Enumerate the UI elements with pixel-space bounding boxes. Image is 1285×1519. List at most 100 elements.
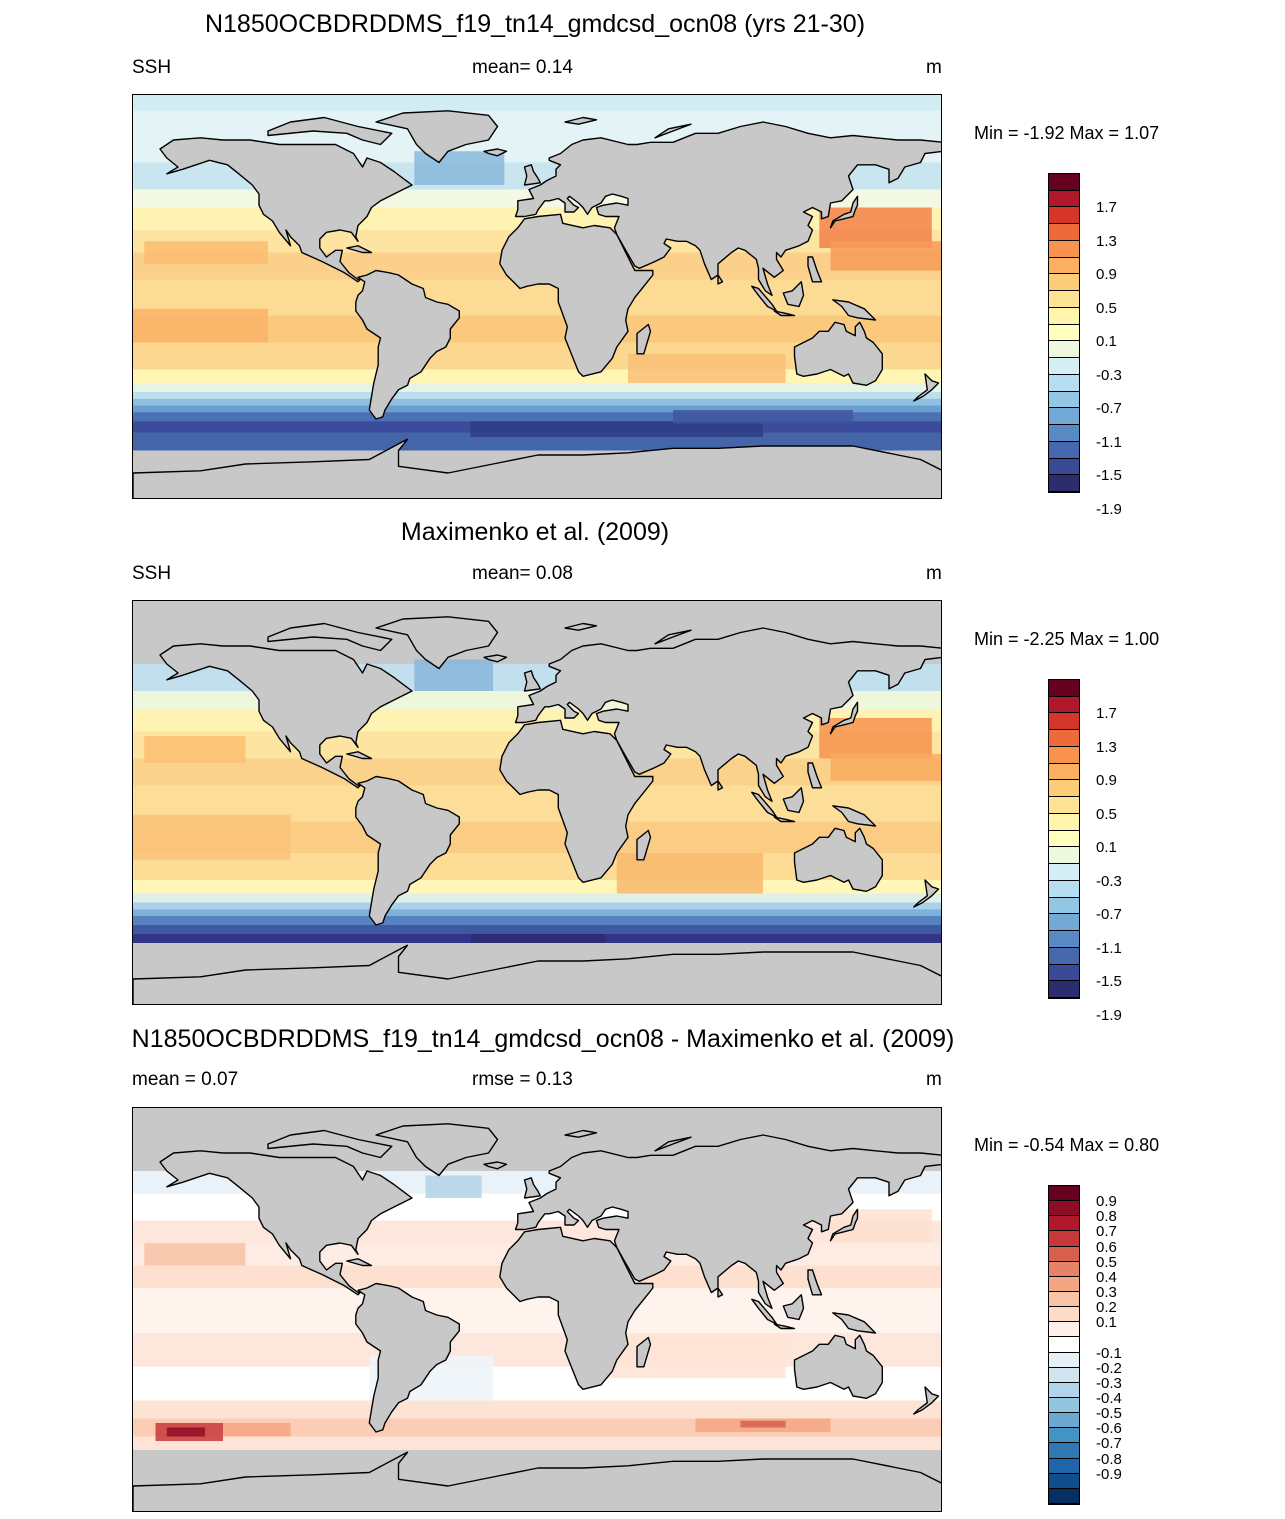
land-svalbard: [564, 116, 598, 125]
colorbar-swatch: [1049, 746, 1079, 764]
min-max-label: Min = -2.25 Max = 1.00: [974, 629, 1160, 649]
variable-label: SSH: [132, 57, 172, 78]
colorbar-tick-label: -0.8: [1096, 1450, 1122, 1468]
colorbar-swatch: [1049, 1276, 1079, 1292]
colorbar-swatch: [1049, 981, 1079, 998]
ssh-feature: [166, 1427, 205, 1437]
ssh-band: [133, 893, 941, 903]
colorbar-tick-label: 1.3: [1096, 232, 1117, 250]
mean-label: mean= 0.14: [472, 57, 573, 78]
land-new-zealand: [913, 879, 940, 908]
ssh-feature: [414, 151, 505, 185]
colorbar-swatch: [1049, 713, 1079, 731]
colorbar-swatch: [1049, 964, 1079, 982]
colorbar-tick-label: -1.5: [1096, 467, 1122, 485]
ssh-feature: [425, 1175, 482, 1198]
land-new-guinea: [832, 1312, 877, 1334]
colorbar-swatch: [1049, 897, 1079, 915]
colorbar-swatch: [1049, 763, 1079, 781]
colorbar-tick-label: 0.1: [1096, 1314, 1117, 1332]
colorbar-tick-label: -0.3: [1096, 366, 1122, 384]
ssh-feature: [740, 1420, 786, 1428]
land-philippines: [807, 762, 823, 789]
min-max-label: Min = -0.54 Max = 0.80: [974, 1135, 1160, 1155]
colorbar-swatch: [1049, 780, 1079, 798]
colorbar-swatch: [1049, 947, 1079, 965]
land-australia: [793, 321, 883, 386]
colorbar-tick-label: -0.3: [1096, 1374, 1122, 1392]
land-sri-lanka: [717, 274, 724, 285]
land-sri-lanka: [717, 780, 724, 791]
land-japan: [829, 195, 859, 229]
ssh-feature: [144, 736, 246, 763]
colorbar-swatch: [1049, 207, 1079, 225]
colorbar-swatch: [1049, 1352, 1079, 1368]
colorbar-tick-label: 1.7: [1096, 199, 1117, 217]
colorbar-swatch: [1049, 358, 1079, 375]
rmse-label: rmse = 0.13: [472, 1069, 573, 1090]
colorbar-swatch: [1049, 374, 1079, 392]
colorbar-tick-label: -0.9: [1096, 1465, 1122, 1483]
land-uk: [523, 164, 541, 186]
colorbar-swatch: [1049, 1292, 1079, 1308]
colorbar-tick-label: -0.3: [1096, 872, 1122, 890]
colorbar-tick-label: 0.5: [1096, 1253, 1117, 1271]
colorbar-swatch: [1049, 1307, 1079, 1323]
land-eurasia: [514, 121, 941, 297]
colorbar-swatch: [1049, 441, 1079, 459]
colorbar-swatch: [1049, 224, 1079, 241]
land-philippines: [807, 1269, 823, 1296]
land-novaya: [654, 1136, 692, 1152]
units-label: m: [926, 57, 942, 78]
colorbar-swatch: [1049, 880, 1079, 898]
colorbar-tick-label: 1.7: [1096, 705, 1117, 723]
ssh-feature: [616, 853, 763, 894]
units-label: m: [926, 563, 942, 584]
colorbar-swatch: [1049, 1428, 1079, 1444]
ssh-band: [133, 916, 941, 926]
colorbar-tick-label: 0.9: [1096, 772, 1117, 790]
land-new-guinea: [832, 805, 877, 827]
ssh-band: [133, 398, 941, 407]
ssh-feature: [470, 421, 763, 437]
land-iceland: [483, 1161, 508, 1170]
colorbar-swatch: [1049, 458, 1079, 476]
land-uk: [523, 1177, 541, 1199]
colorbar-swatch: [1049, 1473, 1079, 1489]
land-cuba: [346, 751, 373, 760]
land-borneo: [782, 281, 805, 308]
colorbar: [1048, 679, 1080, 999]
ssh-band: [133, 405, 941, 413]
colorbar-swatch: [1049, 1231, 1079, 1247]
colorbar-swatch: [1049, 680, 1079, 697]
colorbar-swatch: [1049, 1413, 1079, 1429]
world-map: [132, 1107, 942, 1512]
ssh-band: [133, 880, 941, 894]
colorbar-swatch: [1049, 425, 1079, 442]
colorbar-swatch: [1049, 1458, 1079, 1474]
land-north-america: [159, 643, 413, 789]
colorbar-tick-label: -1.1: [1096, 433, 1122, 451]
ssh-band: [133, 392, 941, 400]
colorbar-swatch: [1049, 324, 1079, 342]
panel-title: Maximenko et al. (2009): [400, 518, 670, 546]
colorbar-swatch: [1049, 847, 1079, 865]
land-japan: [829, 701, 859, 735]
colorbar-swatch: [1049, 1216, 1079, 1232]
ssh-feature: [133, 308, 268, 343]
mean-label: mean= 0.08: [472, 563, 573, 584]
land-africa: [499, 1226, 654, 1390]
colorbar-tick-label: 0.5: [1096, 805, 1117, 823]
ssh-band: [133, 601, 941, 624]
ssh-feature: [830, 754, 941, 781]
ssh-band: [133, 95, 941, 112]
land-new-zealand: [913, 373, 940, 402]
mean-label: mean = 0.07: [132, 1069, 239, 1090]
land-iceland: [483, 148, 508, 157]
land-north-america: [159, 1150, 413, 1296]
panel-title: N1850OCBDRDDMS_f19_tn14_gmdcsd_ocn08 (yr…: [204, 10, 866, 38]
world-map: [132, 94, 942, 499]
ssh-feature: [414, 659, 493, 691]
land-sri-lanka: [717, 1287, 724, 1298]
colorbar-swatch: [1049, 830, 1079, 848]
